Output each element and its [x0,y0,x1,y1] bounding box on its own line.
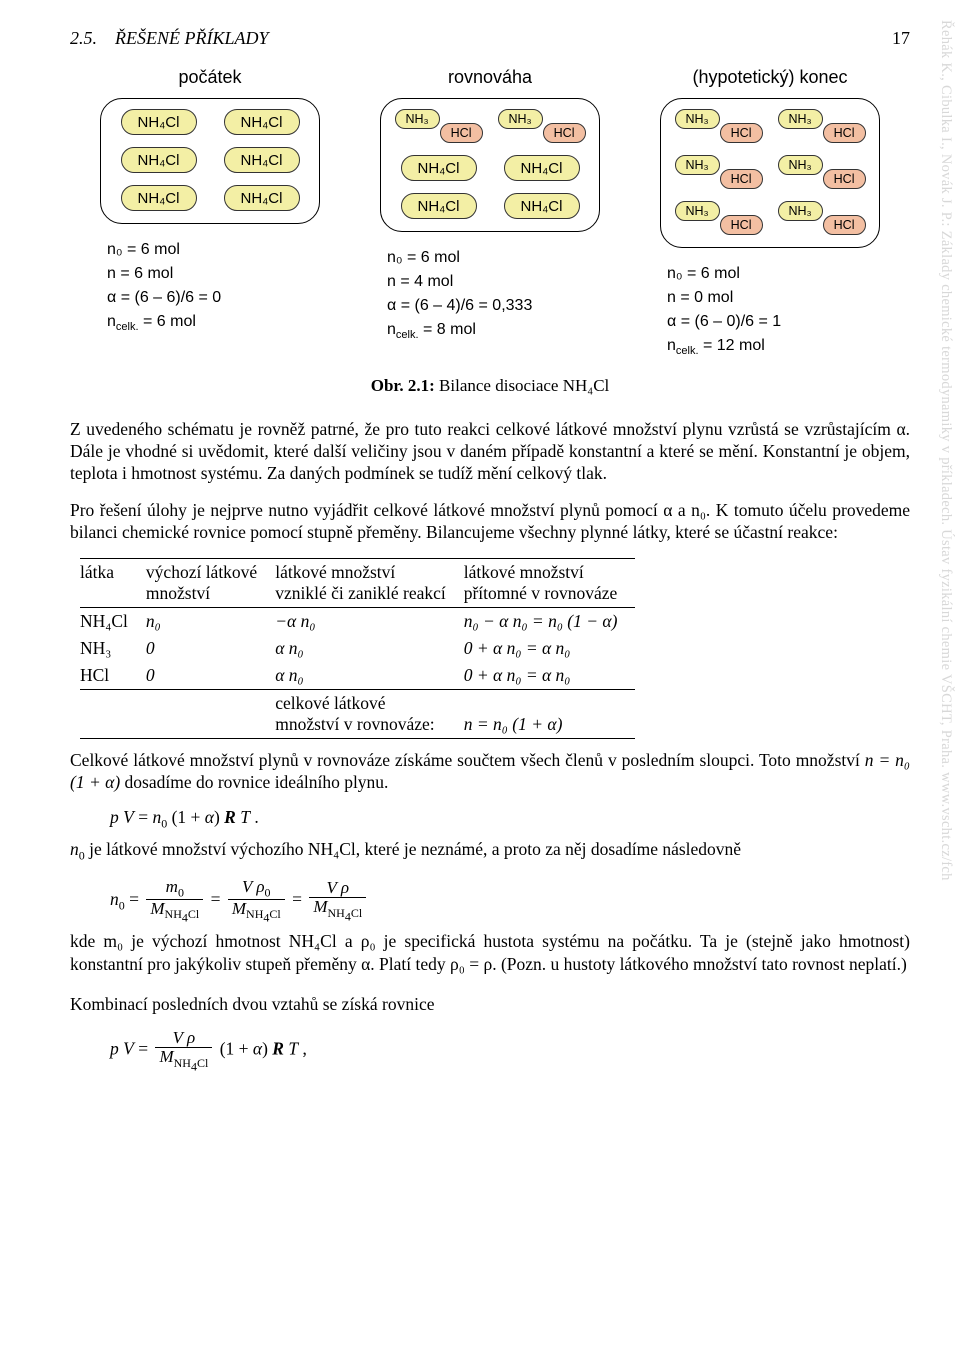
fig-value: n = 0 mol [667,286,781,310]
table-sum-row: celkové látkovémnožství v rovnováze: n =… [80,689,635,738]
table-header: látkové množstvípřítomné v rovnováze [464,558,636,607]
table-header: výchozí látkovémnožství [146,558,275,607]
molecule-pair: NH₃HCl [675,201,763,235]
equation: n0 = m0MNH4Cl = V ρ0MNH4Cl = V ρMNH4Cl [110,878,910,924]
section-number: 2.5. [70,28,97,48]
paragraph: n0 je látkové množství výchozího NH₄Cl, … [70,838,910,864]
molecule-pill: NH₄Cl [224,147,300,173]
table-header: látkové množstvívzniklé či zaniklé reakc… [275,558,464,607]
molecule-pair: NH₃HCl [778,155,866,189]
paragraph: kde m₀ je výchozí hmotnost NH₄Cl a ρ₀ je… [70,930,910,975]
balance-table: látka výchozí látkovémnožství látkové mn… [80,558,635,739]
fig-value: ncelk. = 6 mol [107,310,221,336]
fig-col-title: počátek [178,67,241,88]
molecule-pill: NH₄Cl [224,185,300,211]
paragraph: Z uvedeného schématu je rovněž patrné, ž… [70,418,910,485]
molecule-pill: NH₄Cl [504,193,580,219]
fig-value: n₀ = 6 mol [667,262,781,286]
fig-col-title: rovnováha [448,67,532,88]
table-row: NH₃ 0 α n₀ 0 + α n₀ = α n₀ [80,635,635,662]
fig-value: α = (6 – 4)/6 = 0,333 [387,294,532,318]
table-row: NH₄Cl n₀ −α n₀ n₀ − α n₀ = n₀ (1 − α) [80,607,635,635]
page-number: 17 [892,28,910,49]
fig-col-title: (hypotetický) konec [692,67,847,88]
molecule-pill: NH₄Cl [121,147,197,173]
fig-value: n₀ = 6 mol [107,238,221,262]
molecule-pair: NH₃HCl [498,109,586,143]
molecule-pair: NH₃HCl [778,201,866,235]
table-row: HCl 0 α n₀ 0 + α n₀ = α n₀ [80,662,635,690]
molecule-pair: NH₃HCl [778,109,866,143]
fig-col-end: (hypotetický) konec NH₃HCl NH₃HCl NH₃HCl… [645,67,895,360]
fig-value: n₀ = 6 mol [387,246,532,270]
paragraph: Celkové látkové množství plynů v rovnová… [70,749,910,794]
figure-caption: Obr. 2.1: Bilance disociace NH₄Cl [70,376,910,396]
molecule-pill: NH₄Cl [401,193,477,219]
fig-col-start: počátek NH₄Cl NH₄Cl NH₄Cl NH₄Cl NH₄Cl NH₄Cl… [85,67,335,360]
fig-col-equilibrium: rovnováha NH₃HCl NH₃HCl NH₄Cl NH₄Cl NH₄Cl… [365,67,615,360]
molecule-pill: NH₄Cl [401,155,477,181]
fig-value: α = (6 – 0)/6 = 1 [667,310,781,334]
molecule-pill: NH₄Cl [224,109,300,135]
paragraph: Kombinací posledních dvou vztahů se získ… [70,993,910,1015]
molecule-pair: NH₃HCl [675,109,763,143]
molecule-pill: NH₄Cl [121,185,197,211]
fig-value: n = 4 mol [387,270,532,294]
side-watermark: Řehák K., Cibulka I., Novák J. P.: Zákla… [937,20,954,881]
molecule-pill: NH₄Cl [121,109,197,135]
page-header: 2.5. ŘEŠENÉ PŘÍKLADY 17 [70,28,910,49]
fig-value: α = (6 – 6)/6 = 0 [107,286,221,310]
equation: p V = V ρMNH4Cl (1 + α) R T , [110,1029,910,1072]
table-header: látka [80,558,146,607]
paragraph: Pro řešení úlohy je nejprve nutno vyjádř… [70,499,910,544]
molecule-pair: NH₃HCl [675,155,763,189]
section-title: ŘEŠENÉ PŘÍKLADY [115,28,269,48]
molecule-pill: NH₄Cl [504,155,580,181]
figure-dissociation: počátek NH₄Cl NH₄Cl NH₄Cl NH₄Cl NH₄Cl NH₄Cl… [70,67,910,360]
fig-value: ncelk. = 8 mol [387,318,532,344]
fig-value: n = 6 mol [107,262,221,286]
fig-value: ncelk. = 12 mol [667,334,781,360]
equation: p V = n0 (1 + α) R T . [110,807,910,832]
molecule-pair: NH₃HCl [395,109,483,143]
